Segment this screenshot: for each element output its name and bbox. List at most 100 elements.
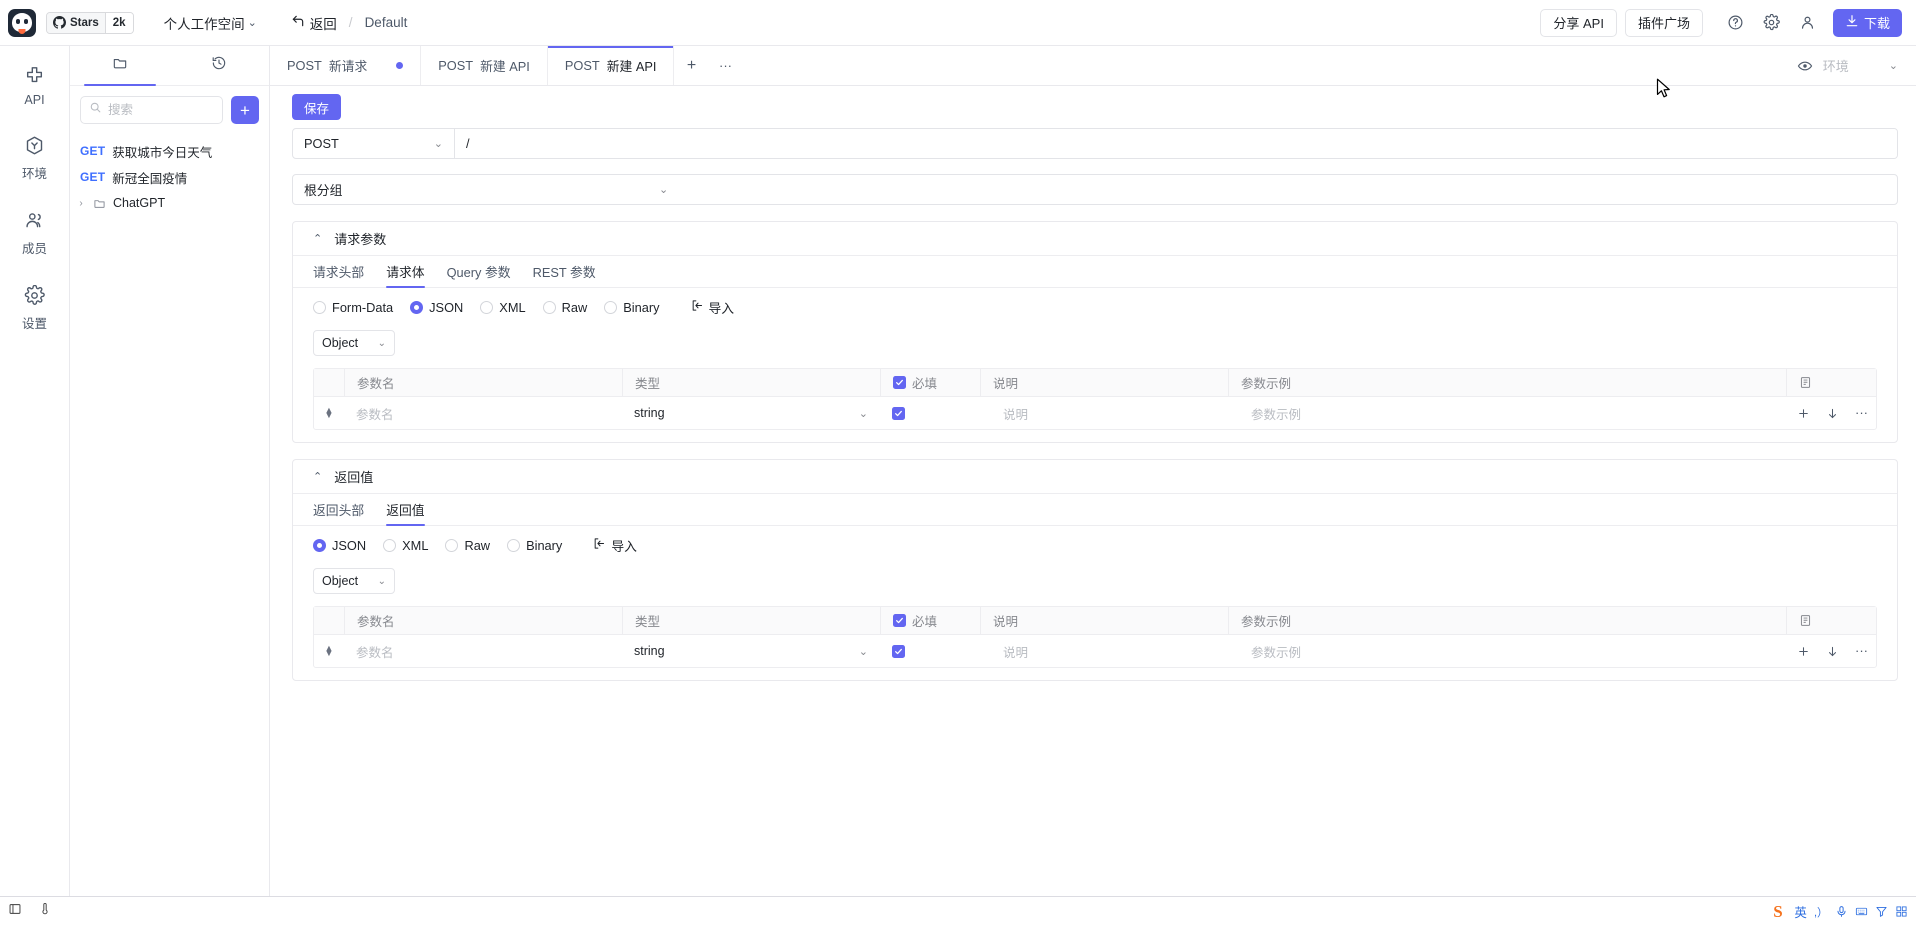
radio-ring (480, 300, 494, 314)
user-avatar-icon[interactable] (1793, 8, 1823, 38)
radio-raw[interactable]: Raw (542, 300, 587, 315)
tab-rest-params[interactable]: REST 参数 (532, 265, 596, 280)
tab-request-headers[interactable]: 请求头部 (313, 265, 365, 280)
unsaved-dot-icon (396, 62, 404, 69)
tree-tab-history[interactable] (170, 46, 270, 85)
content-scroller[interactable]: POST ⌄ 根分组 ⌄ ⌃ 请求参数 (270, 128, 1916, 896)
new-tab-button[interactable]: + (686, 56, 697, 74)
github-stars-badge[interactable]: Stars 2k (46, 11, 134, 34)
thermometer-icon[interactable] (38, 902, 52, 921)
cell-param-example[interactable]: 参数示例 (1228, 642, 1786, 661)
table-row[interactable]: ▲ ▼ 参数名 string ⌄ (314, 635, 1876, 667)
method-select[interactable]: POST ⌄ (293, 129, 455, 158)
import-label: 导入 (708, 300, 735, 316)
cell-param-desc[interactable]: 说明 (980, 642, 1228, 661)
voice-icon[interactable] (1835, 905, 1848, 918)
keyboard-icon[interactable] (1855, 905, 1868, 918)
response-header: ⌃ 返回值 (293, 460, 1897, 494)
tree-item-get-weather[interactable]: GET 获取城市今日天气 (70, 138, 269, 164)
group-select[interactable]: 根分组 ⌄ (292, 174, 1898, 205)
response-radio-binary[interactable]: Binary (507, 538, 562, 553)
github-stars-count[interactable]: 2k (104, 12, 133, 33)
tree-item-chatgpt-folder[interactable]: › ChatGPT (70, 190, 269, 216)
workspace-switcher[interactable]: 个人工作空间 ⌄ (164, 13, 257, 33)
response-radio-json[interactable]: JSON (313, 538, 366, 553)
move-down-icon[interactable] (1826, 407, 1839, 420)
book-icon[interactable] (1799, 614, 1812, 627)
add-icon[interactable] (1797, 645, 1810, 658)
more-icon[interactable]: ··· (1855, 405, 1868, 420)
chevron-up-icon[interactable]: ⌃ (313, 233, 323, 245)
chevron-right-icon[interactable]: › (79, 197, 83, 209)
tab-more-button[interactable]: ··· (718, 58, 732, 73)
tab-response-body[interactable]: 返回值 (386, 500, 425, 526)
panel-icon[interactable] (1895, 905, 1908, 918)
table-row[interactable]: ▲ ▼ 参数名 string ⌄ (314, 397, 1876, 429)
cell-param-required[interactable] (880, 644, 980, 658)
response-root-type-select[interactable]: Object ⌄ (313, 568, 395, 594)
radio-xml[interactable]: XML (480, 300, 526, 315)
eye-icon[interactable] (1797, 58, 1813, 74)
chevron-down-icon[interactable]: ⌄ (1888, 60, 1898, 72)
help-icon[interactable] (1721, 8, 1751, 38)
tab-response-headers[interactable]: 返回头部 (313, 503, 365, 518)
checkbox-required[interactable] (892, 644, 905, 658)
response-import-button[interactable]: 导入 (593, 536, 637, 555)
cell-param-name[interactable]: 参数名 (344, 404, 622, 423)
more-icon[interactable]: ··· (1855, 643, 1868, 658)
ime-comma-icon[interactable]: ,） (1813, 906, 1828, 919)
cell-param-example[interactable]: 参数示例 (1228, 404, 1786, 423)
task-view-icon[interactable] (8, 902, 22, 921)
rail-item-settings[interactable]: 设置 (0, 276, 70, 339)
cell-param-type[interactable]: string ⌄ (622, 406, 880, 420)
drag-handle[interactable]: ▲ ▼ (314, 406, 344, 420)
move-down-icon[interactable] (1826, 645, 1839, 658)
rail-item-environment[interactable]: 环境 (0, 126, 70, 189)
import-button[interactable]: 导入 (691, 298, 735, 317)
back-button[interactable]: 返回 (291, 13, 337, 33)
radio-binary[interactable]: Binary (604, 300, 660, 315)
book-icon[interactable] (1799, 376, 1812, 389)
tab-query-params[interactable]: Query 参数 (446, 265, 511, 280)
doc-tab-new-api-1[interactable]: POST 新建 API (421, 46, 548, 85)
search-box[interactable] (80, 96, 223, 124)
tab-method: POST (564, 58, 600, 73)
apifox-logo[interactable] (8, 8, 36, 37)
tab-request-body[interactable]: 请求体 (386, 262, 425, 288)
share-api-button[interactable]: 分享 API (1540, 8, 1617, 37)
add-api-button[interactable]: + (231, 96, 259, 124)
checkbox-required-all[interactable] (893, 376, 906, 389)
ime-language-label[interactable]: 英 (1794, 906, 1807, 920)
doc-tab-new-api-2[interactable]: POST 新建 API (547, 46, 675, 85)
cell-param-required[interactable] (880, 406, 980, 420)
rail-item-api[interactable]: API (0, 56, 70, 114)
chevron-up-icon[interactable]: ⌃ (313, 471, 323, 483)
sogou-logo-icon[interactable]: S (1773, 901, 1783, 921)
tab-title: 新建 API (480, 59, 530, 74)
radio-form-data[interactable]: Form-Data (313, 300, 393, 315)
toolbox-icon[interactable] (1875, 905, 1888, 918)
doc-tab-new-request[interactable]: POST 新请求 (270, 46, 422, 85)
checkbox-required-all[interactable] (893, 614, 906, 627)
download-button[interactable]: 下载 (1832, 8, 1902, 37)
response-radio-raw[interactable]: Raw (445, 538, 490, 553)
tree-item-covid[interactable]: GET 新冠全国疫情 (70, 164, 269, 190)
environment-label[interactable]: 环境 (1822, 59, 1849, 74)
save-button[interactable]: 保存 (292, 94, 342, 120)
response-radio-xml[interactable]: XML (383, 538, 428, 553)
cell-param-type[interactable]: string ⌄ (622, 644, 880, 658)
cell-param-name[interactable]: 参数名 (344, 642, 622, 661)
cell-param-desc[interactable]: 说明 (980, 404, 1228, 423)
url-input[interactable] (455, 129, 1897, 158)
rail-item-members[interactable]: 成员 (0, 201, 70, 264)
checkbox-required[interactable] (892, 406, 905, 420)
radio-json[interactable]: JSON (410, 300, 463, 315)
tree-tab-folder[interactable] (70, 46, 170, 86)
plugin-plaza-button[interactable]: 插件广场 (1624, 8, 1703, 37)
request-root-type-select[interactable]: Object ⌄ (313, 330, 395, 356)
gear-icon[interactable] (1757, 8, 1787, 38)
drag-handle[interactable]: ▲ ▼ (314, 644, 344, 658)
search-input[interactable] (108, 103, 214, 117)
add-icon[interactable] (1797, 407, 1810, 420)
github-stars-left[interactable]: Stars (47, 12, 105, 33)
